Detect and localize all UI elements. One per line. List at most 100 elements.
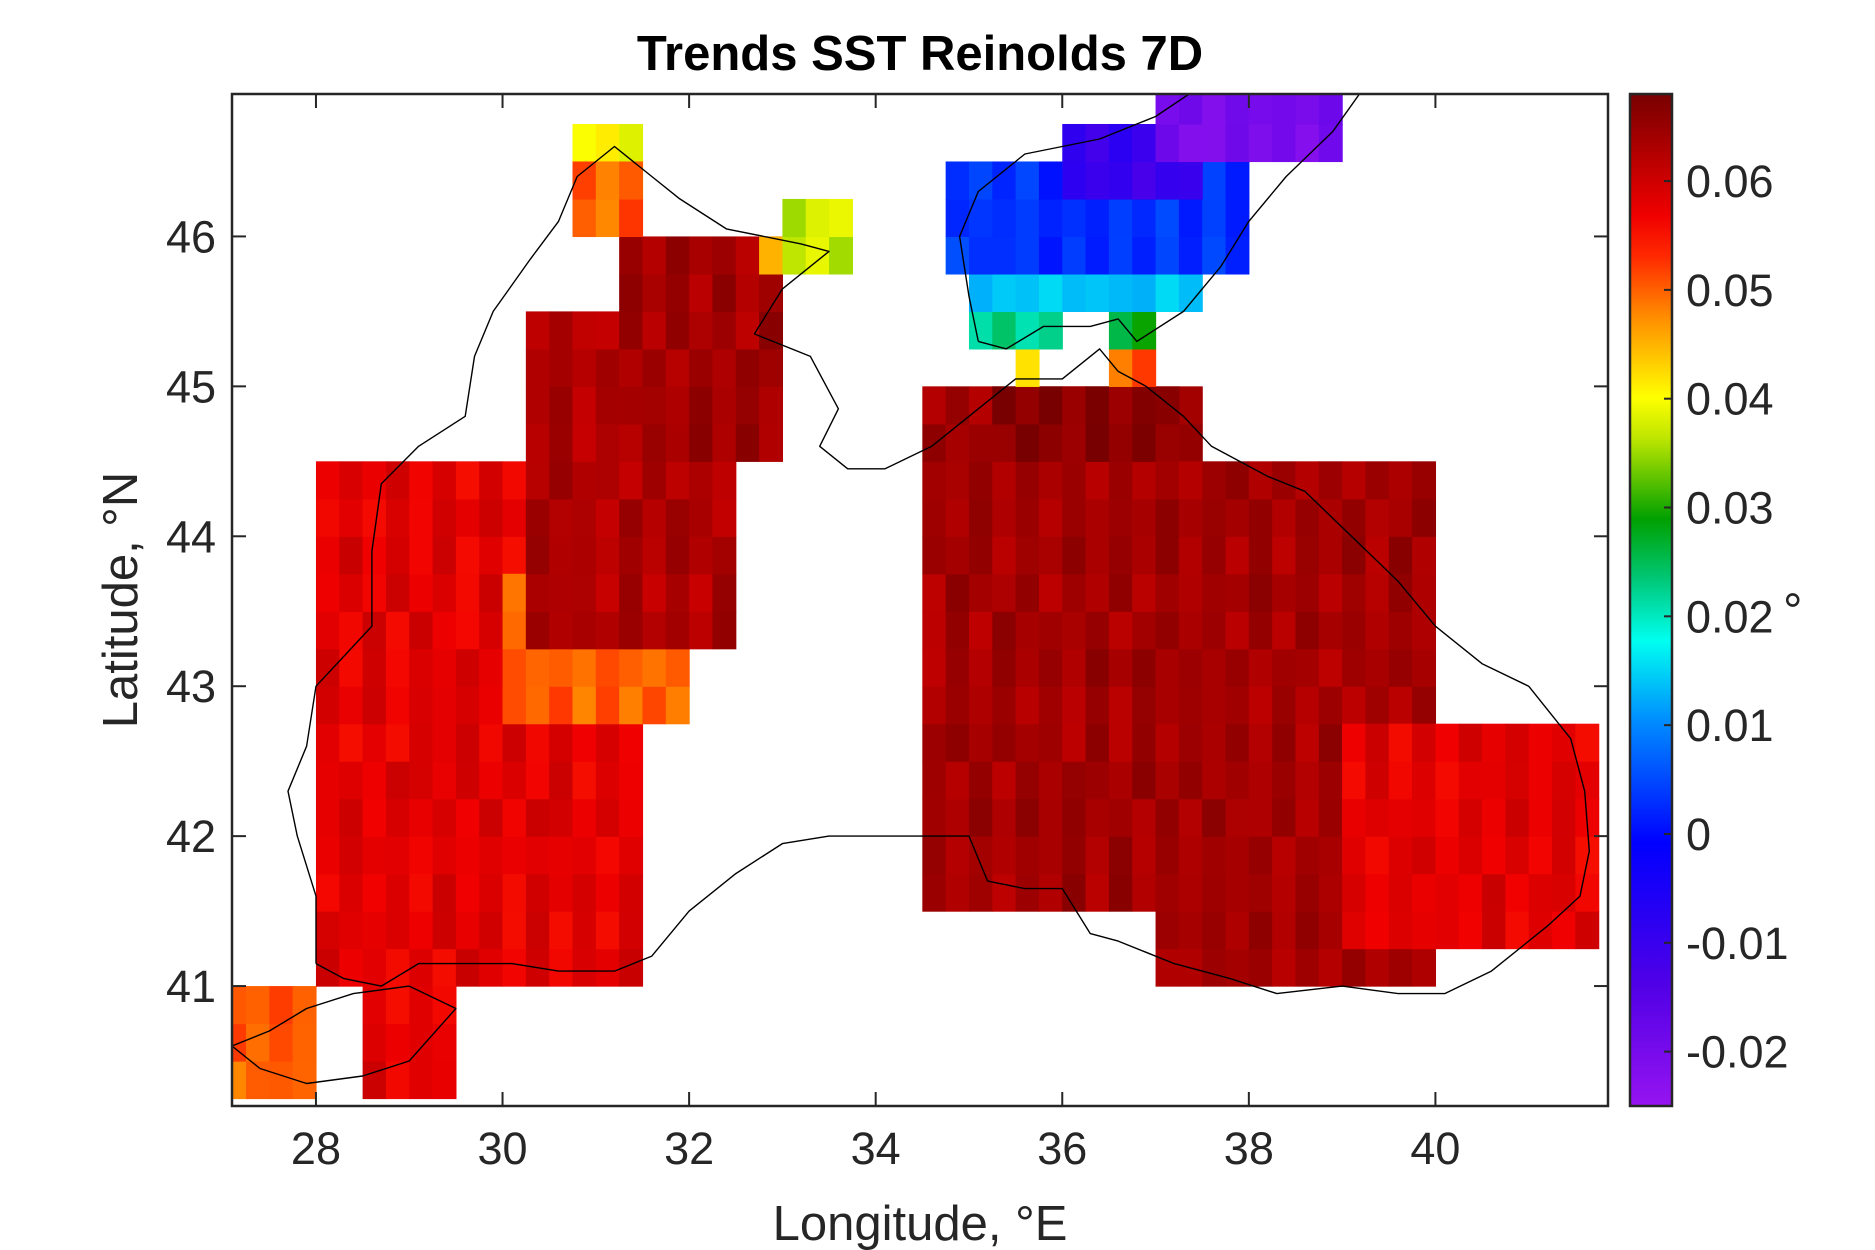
x-tick-label: 30 [478,1123,528,1174]
heatmap-cell [735,386,760,425]
heatmap-cell [735,348,760,387]
heatmap-cell [1272,761,1297,800]
heatmap-cell [479,761,504,800]
heatmap-cell [1202,798,1227,837]
heatmap-cell [689,498,714,537]
heatmap-cell [1272,648,1297,687]
heatmap-cell [595,498,620,537]
heatmap-cell [1155,873,1180,912]
heatmap-cell [409,573,434,612]
heatmap-cell [992,873,1017,912]
heatmap-cell [945,611,970,650]
heatmap-cell [1412,611,1437,650]
heatmap-cell [432,611,457,650]
heatmap-cell [1132,686,1157,725]
heatmap-cell [362,648,387,687]
heatmap-cell [1202,948,1227,987]
heatmap-cell [1202,461,1227,500]
heatmap-cell [1178,423,1203,462]
heatmap-cell [1412,536,1437,575]
heatmap-cell [1038,311,1063,350]
heatmap-cell [1342,536,1367,575]
heatmap-cell [479,686,504,725]
heatmap-cell [362,536,387,575]
heatmap-cell [1575,911,1600,950]
heatmap-cell [1505,723,1530,762]
heatmap-cell [549,348,574,387]
heatmap-cell [1412,723,1437,762]
heatmap-cell [1342,573,1367,612]
heatmap-cell [409,536,434,575]
heatmap-cell [1062,161,1087,200]
heatmap-cell [1575,836,1600,875]
heatmap-cell [1108,498,1133,537]
heatmap-cell [759,348,783,387]
heatmap-cell [945,836,970,875]
heatmap-cell [232,986,247,1025]
heatmap-cell [1178,498,1203,537]
heatmap-cell [1085,761,1110,800]
marmara-coastline [232,985,457,1085]
heatmap-cell [1295,761,1320,800]
colorbar-tick-label: 0 [1686,809,1711,860]
heatmap-cell [525,611,550,650]
heatmap-cell [525,573,550,612]
heatmap-cell [992,236,1017,275]
heatmap-cell [1085,461,1110,500]
heatmap-cell [339,723,364,762]
heatmap-cell [968,573,993,612]
heatmap-cell [619,836,644,875]
heatmap-cell [525,761,550,800]
heatmap-cell [1295,873,1320,912]
heatmap-cell [665,611,690,650]
heatmap-cell [665,573,690,612]
heatmap-cell [1062,836,1087,875]
heatmap-cell [1225,198,1250,238]
heatmap-cell [665,236,690,275]
heatmap-cell [1365,573,1390,612]
heatmap-cell [642,348,667,387]
plot-area: 28 30 32 34 36 38 40 41 42 43 44 45 46 [166,92,1610,1174]
heatmap-cell [409,798,434,837]
heatmap-cell [339,611,364,650]
heatmap-cell [1178,94,1203,125]
heatmap-cell [1202,573,1227,612]
heatmap-cell [455,536,480,575]
heatmap-cell [479,461,504,500]
heatmap-cell [339,461,364,500]
heatmap-cell [385,573,410,612]
heatmap-cell [665,348,690,387]
heatmap-cell [525,423,550,462]
heatmap-cell [1085,123,1110,163]
heatmap-cell [968,423,993,462]
y-axis-label: Latitude, °N [94,472,148,729]
heatmap-cell [619,573,644,612]
heatmap-cell [1272,94,1297,125]
heatmap-cell [549,873,574,912]
heatmap-cell [362,498,387,537]
heatmap-cell [1365,461,1390,500]
heatmap-cell [665,686,690,725]
heatmap-cell [432,1061,457,1100]
heatmap-cell [502,498,527,537]
heatmap-cell [572,198,597,238]
heatmap-cell [1132,423,1157,462]
heatmap-cell [502,873,527,912]
heatmap-cell [1038,611,1063,650]
heatmap-cell [549,686,574,725]
heatmap-cell [455,948,480,987]
heatmap-cell [595,723,620,762]
heatmap-cell [1178,123,1203,163]
heatmap-cell [1295,498,1320,537]
heatmap-cell [642,498,667,537]
heatmap-cell [572,761,597,800]
heatmap-cell [1435,911,1460,950]
heatmap-cell [1318,573,1343,612]
heatmap-cell [1482,911,1506,950]
heatmap-cell [922,386,947,425]
heatmap-cell [1225,94,1250,125]
heatmap-cell [339,948,364,987]
heatmap-cell [1482,798,1506,837]
heatmap-cell [409,986,434,1025]
heatmap-cell [1342,948,1367,987]
